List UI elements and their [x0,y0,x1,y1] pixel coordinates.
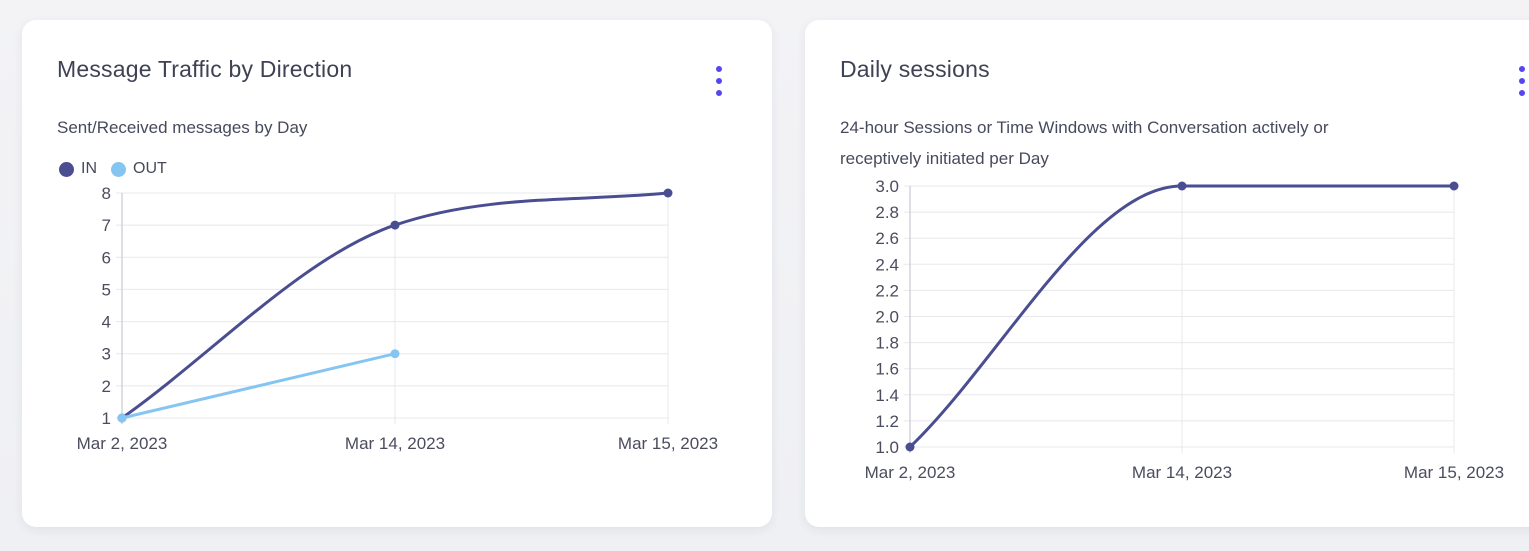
card-subtitle: 24-hour Sessions or Time Windows with Co… [840,118,1329,168]
menu-dot [1519,90,1525,96]
legend-item-out: OUT [111,160,167,178]
data-point [1177,181,1187,191]
y-axis-tick-label: 2.2 [875,281,899,300]
y-axis-tick-label: 1.0 [875,438,899,457]
menu-dot [1519,78,1525,84]
x-axis-tick-label: Mar 2, 2023 [77,434,168,453]
data-point [390,349,400,359]
x-axis-tick-label: Mar 14, 2023 [1132,463,1232,482]
legend-label-in: IN [81,160,97,177]
card-message-traffic: Message Traffic by Direction Sent/Receiv… [22,20,772,527]
data-point [117,413,127,423]
chart-legend: IN OUT [59,159,737,179]
x-axis-tick-label: Mar 15, 2023 [1404,463,1504,482]
data-point [390,220,400,230]
y-axis-tick-label: 5 [102,280,111,299]
y-axis-tick-label: 1 [102,409,111,428]
series-line [908,184,1456,449]
card-daily-sessions: Daily sessions 24-hour Sessions or Time … [805,20,1529,527]
menu-dot [716,66,722,72]
y-axis-tick-label: 3.0 [875,177,899,196]
message-traffic-line-chart: 1 2 3 4 5 6 7 8 Mar 2, 2023 Mar 14, 2023 Mar 15, 2… [77,184,718,453]
legend-dot-in [59,161,74,177]
menu-dot [716,90,722,96]
card-subtitle: Sent/Received messages by Day [57,118,308,137]
y-axis-tick-label: 7 [102,216,111,235]
y-axis-tick-label: 2.0 [875,308,899,327]
y-axis-tick-label: 1.2 [875,412,899,431]
x-axis-tick-label: Mar 2, 2023 [865,463,956,482]
menu-dot [716,78,722,84]
menu-dot [1519,66,1525,72]
data-point [905,442,915,452]
y-axis-tick-label: 2 [102,377,111,396]
y-axis-tick-label: 1.4 [875,386,899,405]
y-axis-tick-label: 1.8 [875,334,899,353]
x-axis-tick-label: Mar 15, 2023 [618,434,718,453]
y-axis-tick-label: 2.8 [875,203,899,222]
series-line-out [120,352,397,420]
legend-dot-out [111,161,126,177]
kebab-menu-icon[interactable] [712,62,726,100]
kebab-menu-icon[interactable] [1515,62,1529,100]
y-axis-tick-label: 2.6 [875,229,899,248]
y-axis-tick-label: 1.6 [875,360,899,379]
data-point [1449,181,1459,191]
x-axis-tick-label: Mar 14, 2023 [345,434,445,453]
data-point [663,188,673,198]
y-axis-tick-label: 8 [102,184,111,203]
daily-sessions-line-chart: 1.0 1.2 1.4 1.6 1.8 2.0 2.2 2.4 2.6 2.8 3.0 Mar 2, … [865,177,1504,482]
y-axis-tick-label: 6 [102,248,111,267]
card-title: Daily sessions [840,56,990,82]
y-axis-tick-label: 3 [102,345,111,364]
legend-label-out: OUT [133,160,167,177]
legend-item-in: IN [59,160,97,178]
card-title: Message Traffic by Direction [57,56,353,82]
y-axis-tick-label: 2.4 [875,255,899,274]
y-axis-tick-label: 4 [102,313,111,332]
